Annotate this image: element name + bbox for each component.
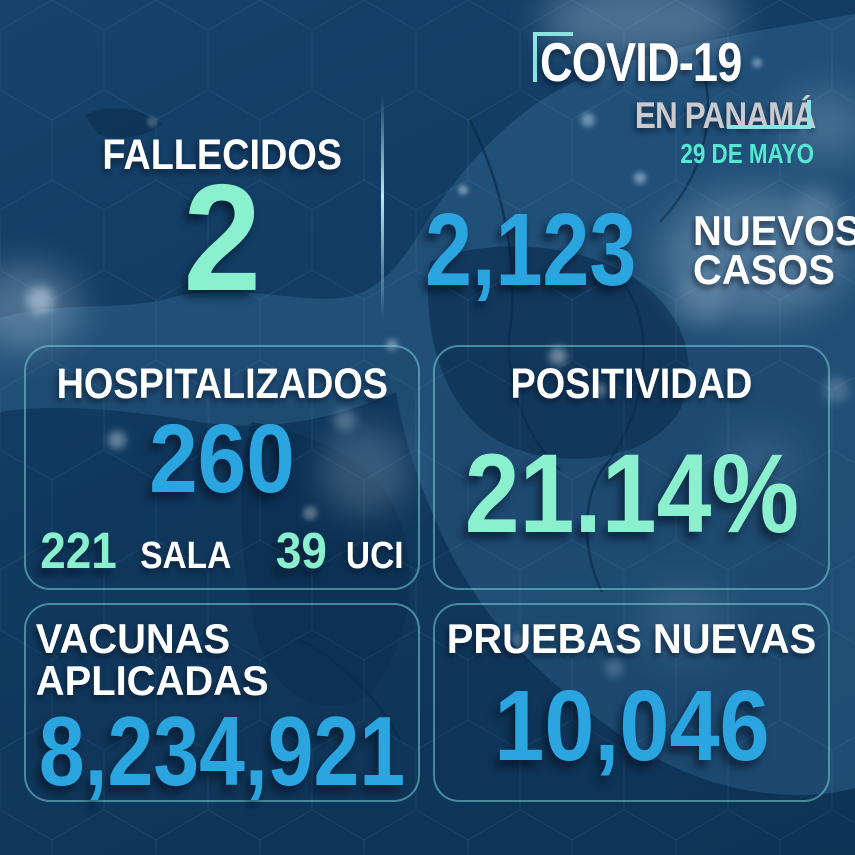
- deaths-label-text: FALLECIDOS: [102, 131, 343, 179]
- new-cases-block: 2,123 NUEVOS CASOS: [425, 192, 855, 307]
- glow-dot: [334, 409, 356, 431]
- cloud-glow: [720, 430, 800, 500]
- hospitalized-breakdown: 221 SALA 39 UCI: [36, 525, 408, 576]
- glow-dot: [303, 506, 317, 520]
- new-cases-label: NUEVOS CASOS: [692, 207, 855, 294]
- glow-dot: [236, 205, 246, 215]
- report-date: 29 DE MAYO: [647, 140, 814, 168]
- glow-dot: [320, 428, 404, 512]
- title-corner-bracket: [533, 32, 573, 82]
- glow-dot: [108, 431, 126, 449]
- glow-dot: [674, 274, 726, 326]
- deaths-label: FALLECIDOS: [60, 134, 385, 177]
- glow-dot: [581, 113, 595, 127]
- new-cases-label-line2: CASOS: [692, 246, 835, 294]
- new-cases-value: 2,123: [425, 192, 637, 307]
- tests-title: PRUEBAS NUEVAS: [446, 615, 817, 662]
- subtitle-underline-bracket: [727, 100, 811, 129]
- vaccines-value-wrap: 8,234,921: [26, 702, 418, 808]
- positivity-value-wrap: 21.14%: [435, 406, 828, 588]
- glow-dot: [752, 58, 762, 68]
- glow-dot: [549, 347, 567, 365]
- ward-value: 221: [40, 522, 117, 579]
- glow-dot: [513, 633, 527, 647]
- hospitalized-card: HOSPITALIZADOS 260 221 SALA 39 UCI: [24, 345, 420, 590]
- glow-dot: [634, 172, 646, 184]
- vaccines-title: VACUNAS APLICADAS: [35, 615, 269, 704]
- page-title: COVID-19: [540, 35, 786, 90]
- glow-dot: [796, 186, 840, 230]
- vaccines-value: 8,234,921: [38, 696, 406, 806]
- glow-dot: [823, 377, 849, 403]
- glow-dot: [458, 185, 468, 195]
- tests-value: 10,046: [493, 670, 770, 782]
- cloud-glow: [660, 190, 850, 320]
- icu-label: UCI: [346, 535, 404, 577]
- new-cases-label-line1: NUEVOS: [692, 207, 855, 255]
- cloud-glow: [640, 580, 730, 660]
- page-title-text: COVID-19: [540, 31, 742, 93]
- tests-value-wrap: 10,046: [435, 660, 828, 800]
- vertical-divider: [381, 96, 384, 320]
- positivity-card: POSITIVIDAD 21.14%: [433, 345, 830, 590]
- tests-card: PRUEBAS NUEVAS 10,046: [433, 603, 830, 802]
- report-date-text: 29 DE MAYO: [680, 138, 814, 169]
- deaths-value: 2: [60, 162, 385, 314]
- positivity-value: 21.14%: [464, 431, 799, 556]
- glow-dot: [26, 286, 54, 314]
- deaths-value-text: 2: [183, 153, 262, 323]
- vaccines-card: VACUNAS APLICADAS 8,234,921: [24, 603, 420, 802]
- positivity-title: POSITIVIDAD: [510, 360, 753, 408]
- glow-dot: [593, 383, 607, 397]
- icu-value: 39: [275, 522, 327, 579]
- hospitalized-title: HOSPITALIZADOS: [56, 360, 388, 408]
- ward-label: SALA: [140, 535, 232, 577]
- hospitalized-value: 260: [149, 404, 295, 513]
- glow-dot: [605, 659, 623, 677]
- cloud-glow: [320, 425, 415, 520]
- glow-dot: [147, 117, 157, 127]
